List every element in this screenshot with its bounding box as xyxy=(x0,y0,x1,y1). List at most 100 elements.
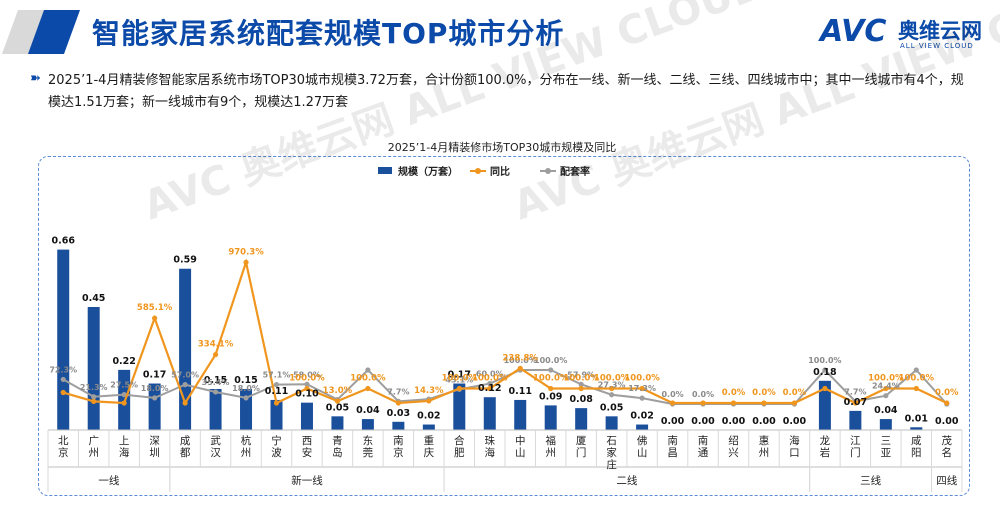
x-tick-label: 合肥 xyxy=(454,434,465,459)
bar-value-label: 0.15 xyxy=(234,375,257,386)
bar-珠海 xyxy=(483,397,496,430)
bar-value-label: 0.18 xyxy=(813,367,837,378)
chart-title: 2025’1-4月精装修市场TOP30城市规模及同比 xyxy=(388,140,616,154)
yoy-line-point xyxy=(304,385,310,392)
x-tick-label: 西安 xyxy=(302,435,313,459)
title-bar: 智能家居系统配套规模TOP城市分析 AVC 奥维云网 ALL VIEW CLOU… xyxy=(0,0,1000,62)
yoy-value-label: 0.0% xyxy=(722,388,746,398)
rate-line-point xyxy=(548,367,554,373)
rate-line-point xyxy=(273,381,280,388)
yoy-value-label: 100.0% xyxy=(289,374,325,384)
brand-logo: AVC 奥维云网 ALL VIEW CLOUD xyxy=(820,14,990,50)
rate-line-point xyxy=(822,367,828,373)
rate-value-label: 35.4% xyxy=(202,378,230,387)
rate-value-label: 0.0% xyxy=(661,390,683,399)
bar-value-label: 0.22 xyxy=(112,356,135,367)
yoy-value-label: 0.0% xyxy=(783,388,807,398)
rate-value-label: 100.0% xyxy=(534,356,567,365)
x-tick-label: 三亚 xyxy=(881,435,892,459)
bar-中山 xyxy=(514,399,527,430)
yoy-line-point xyxy=(578,385,584,392)
watermark: AVC 奥维云网 ALL VIEW CLOUD AVC 奥维云网 ALL VIE… xyxy=(138,0,1000,229)
logo-subtitle: ALL VIEW CLOUD xyxy=(900,42,974,50)
bar-咸阳 xyxy=(910,427,923,430)
x-tick-label: 上海 xyxy=(119,435,130,459)
bar-value-label: 0.59 xyxy=(173,255,196,266)
bar-杭州 xyxy=(240,389,253,430)
bar-value-label: 0.08 xyxy=(569,394,593,405)
x-tick-label: 青岛 xyxy=(332,434,343,459)
yoy-line-point xyxy=(182,400,188,406)
yoy-value-label: 100.0% xyxy=(472,374,508,384)
x-tick-label: 海口 xyxy=(789,434,800,459)
bar-合肥 xyxy=(453,383,466,430)
yoy-line-point xyxy=(365,385,371,392)
bar-value-label: 0.05 xyxy=(326,402,349,413)
yoy-line-point xyxy=(212,351,219,358)
bar-value-label: 0.66 xyxy=(52,236,76,247)
page-title: 智能家居系统配套规模TOP城市分析 xyxy=(92,17,565,50)
bar-value-label: 0.15 xyxy=(204,375,227,386)
legend-label: 配套率 xyxy=(560,165,590,178)
rate-line-point xyxy=(182,382,188,388)
rate-value-label: 27.3% xyxy=(598,381,626,390)
x-tick-label: 北京 xyxy=(58,435,69,459)
yoy-line-point xyxy=(426,398,432,404)
x-tick-label: 福州 xyxy=(545,434,556,459)
rate-line-point xyxy=(121,392,127,398)
tier-label: 三线 xyxy=(860,474,881,487)
rate-value-label: 27.5% xyxy=(110,381,138,390)
logo-avc-text: AVC xyxy=(820,14,887,49)
bar-value-label: 0.00 xyxy=(752,416,776,427)
yoy-value-label: 100.0% xyxy=(350,374,386,384)
yoy-line-point xyxy=(91,398,97,404)
rate-line-point xyxy=(883,393,889,399)
rate-line-point xyxy=(304,381,310,387)
rate-value-label: 100.0% xyxy=(504,356,537,365)
x-tick-label: 厦门 xyxy=(576,435,587,459)
yoy-line-point xyxy=(395,400,401,406)
yoy-line-point xyxy=(334,398,341,404)
yoy-value-label: 14.3% xyxy=(414,386,444,396)
bar-佛山 xyxy=(636,424,649,430)
rate-line-point xyxy=(487,381,493,387)
x-tick-label: 南京 xyxy=(393,434,404,459)
yoy-line-point xyxy=(639,385,645,392)
bar-value-label: 0.00 xyxy=(935,416,959,427)
bar-value-label: 0.00 xyxy=(691,416,715,427)
rate-line-point xyxy=(913,367,919,373)
bar-广州 xyxy=(87,307,100,430)
bar-福州 xyxy=(544,405,557,430)
bar-value-label: 0.03 xyxy=(387,408,410,419)
bar-value-label: 0.12 xyxy=(478,383,501,394)
data-labels: 0.66 0.45 0.22 0.17 0.59 0.15 0.15 0.11 0.10 0.05… xyxy=(49,236,959,427)
bar-value-label: 0.17 xyxy=(448,370,471,381)
bullet-arrow-icon: ➽ xyxy=(30,71,41,86)
yoy-line-point xyxy=(152,315,158,321)
yoy-value-label: 0.0% xyxy=(752,388,776,398)
rate-line-point xyxy=(609,392,615,398)
bar-厦门 xyxy=(575,408,588,430)
x-tick-label: 杭州 xyxy=(241,434,252,459)
line-series xyxy=(60,258,950,407)
bar-成都 xyxy=(179,268,192,430)
rate-line-point xyxy=(578,381,584,387)
chart-frame xyxy=(38,156,970,496)
rate-value-label: 7.7% xyxy=(387,387,409,396)
legend-marker-1 xyxy=(475,168,481,174)
x-tick-label: 江门 xyxy=(850,435,861,459)
yoy-value-label: 100.0% xyxy=(624,374,660,384)
x-tick-label: 绍兴 xyxy=(728,434,739,459)
x-tick-label: 龙岩 xyxy=(820,434,831,459)
yoy-value-label: 334.1% xyxy=(198,340,234,350)
x-tick-label: 深圳 xyxy=(149,435,160,459)
bar-value-label: 0.11 xyxy=(509,386,532,397)
rate-value-label: 18.0% xyxy=(232,384,260,393)
yoy-value-label: 100.0% xyxy=(899,374,935,384)
x-tick-label: 南昌 xyxy=(667,434,678,459)
yoy-line xyxy=(62,258,948,406)
bar-南京 xyxy=(392,421,405,430)
rate-line-point xyxy=(365,367,371,373)
rate-value-label: 57.0% xyxy=(171,371,199,380)
x-tick-label: 中山 xyxy=(515,434,526,459)
